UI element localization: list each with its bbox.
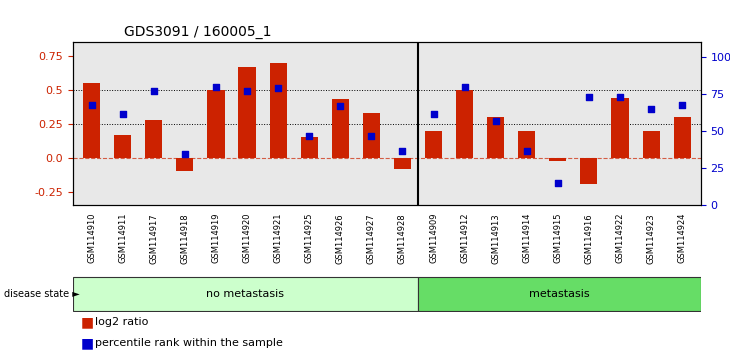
Bar: [83, 83, 100, 158]
FancyBboxPatch shape: [73, 277, 418, 311]
Point: [304, 133, 315, 138]
Bar: [394, 158, 411, 169]
Text: ■: ■: [80, 315, 93, 329]
Bar: [207, 90, 225, 158]
Point: [86, 102, 98, 108]
Point: [117, 111, 128, 116]
Point: [179, 151, 191, 156]
Bar: [580, 158, 597, 184]
Point: [521, 148, 533, 153]
Point: [458, 84, 470, 90]
Point: [241, 88, 253, 94]
Point: [428, 111, 439, 116]
Text: log2 ratio: log2 ratio: [95, 317, 148, 327]
Text: ■: ■: [80, 336, 93, 350]
Point: [552, 180, 564, 186]
Point: [490, 118, 502, 124]
Bar: [642, 131, 660, 158]
Point: [645, 106, 657, 112]
Bar: [331, 99, 349, 158]
Bar: [145, 120, 162, 158]
Bar: [239, 67, 255, 158]
Text: metastasis: metastasis: [529, 289, 590, 299]
Bar: [301, 137, 318, 158]
Bar: [363, 113, 380, 158]
Point: [148, 88, 160, 94]
Text: disease state ►: disease state ►: [4, 289, 80, 299]
Point: [334, 103, 346, 109]
Bar: [549, 158, 566, 161]
Point: [676, 102, 688, 108]
Bar: [269, 63, 287, 158]
Bar: [487, 117, 504, 158]
Bar: [518, 131, 535, 158]
FancyBboxPatch shape: [418, 277, 701, 311]
Bar: [177, 158, 193, 171]
Text: percentile rank within the sample: percentile rank within the sample: [95, 338, 283, 348]
Point: [396, 148, 408, 153]
Point: [210, 84, 222, 90]
Bar: [612, 98, 629, 158]
Point: [614, 95, 626, 100]
Text: no metastasis: no metastasis: [207, 289, 285, 299]
Bar: [114, 135, 131, 158]
Bar: [674, 117, 691, 158]
Point: [272, 86, 284, 91]
Bar: [456, 90, 473, 158]
Text: GDS3091 / 160005_1: GDS3091 / 160005_1: [124, 25, 272, 39]
Point: [366, 133, 377, 138]
Point: [583, 95, 595, 100]
Bar: [425, 131, 442, 158]
